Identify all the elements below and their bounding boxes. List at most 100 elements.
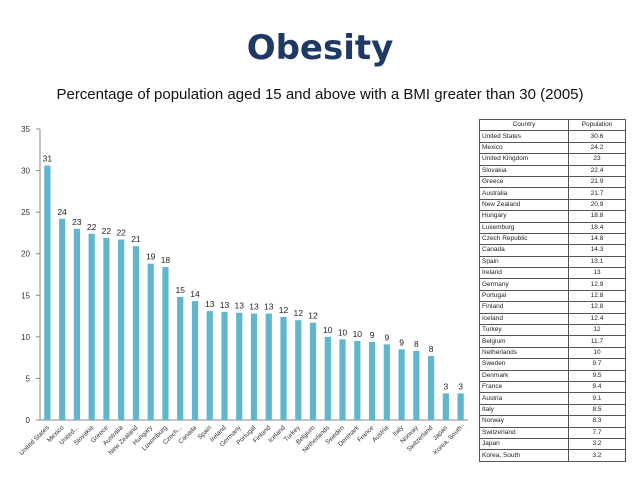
table-row: Australia 21.7 xyxy=(479,187,626,200)
table-row: Denmark 9.5 xyxy=(479,369,626,383)
y-tick-label: 10 xyxy=(21,333,30,342)
bar xyxy=(177,296,184,420)
table-row: Spain 13.1 xyxy=(479,255,626,269)
y-tick-label: 30 xyxy=(21,167,30,176)
table-header-row: Country Population xyxy=(479,118,626,132)
bar xyxy=(132,246,140,420)
table-cell-country: United States xyxy=(479,130,569,143)
bar-data-label: 18 xyxy=(161,255,171,265)
table-cell-country: Hungary xyxy=(479,210,569,223)
table-cell-country: France xyxy=(479,380,569,394)
table-cell-country: Germany xyxy=(479,278,569,291)
bar-data-label: 23 xyxy=(72,217,82,227)
bar-data-label: 9 xyxy=(399,337,404,347)
bar-data-label: 21 xyxy=(131,234,141,244)
table-row: Greece 21.9 xyxy=(479,175,626,189)
bar-data-label: 13 xyxy=(220,300,230,310)
bar xyxy=(221,311,228,420)
table-cell-country: Switzerland xyxy=(479,426,569,439)
bar xyxy=(118,239,125,420)
bar-data-label: 10 xyxy=(338,327,348,337)
table-row: Mexico 24.2 xyxy=(479,141,626,155)
bar xyxy=(250,313,258,420)
table-row: Belgium 11.7 xyxy=(479,335,626,348)
chart-subtitle: Percentage of population aged 15 and abo… xyxy=(56,86,584,103)
table-cell-country: Austria xyxy=(479,392,569,405)
bar-data-label: 22 xyxy=(102,226,112,236)
table-cell-population: 12.8 xyxy=(568,289,626,303)
table-row: Japan 3.2 xyxy=(479,437,626,451)
table-cell-country: Japan xyxy=(479,437,569,451)
table-row: Iceland 12.4 xyxy=(479,312,626,326)
bar-data-label: 8 xyxy=(429,344,434,354)
bar-data-label: 14 xyxy=(190,289,200,299)
x-category-label: Iceland xyxy=(267,424,287,444)
table-cell-country: Netherlands xyxy=(479,346,569,360)
bar-data-label: 12 xyxy=(279,305,289,315)
y-tick-label: 20 xyxy=(21,250,30,259)
bar-data-label: 13 xyxy=(205,299,215,309)
table-cell-country: Australia xyxy=(479,187,569,200)
y-tick-label: 25 xyxy=(21,208,30,217)
bar xyxy=(280,316,287,420)
table-cell-population: 7.7 xyxy=(568,426,626,439)
bar xyxy=(265,313,272,420)
table-row: Slovakia 22.4 xyxy=(479,164,626,177)
bar xyxy=(368,341,376,420)
bar-data-label: 13 xyxy=(235,301,245,311)
table-cell-country: Finland xyxy=(479,301,569,314)
table-cell-country: Greece xyxy=(479,175,569,189)
bar-data-label: 8 xyxy=(414,339,419,349)
y-tick-label: 5 xyxy=(26,374,31,383)
y-tick-label: 0 xyxy=(26,416,31,425)
table-cell-country: Luxemburg xyxy=(479,221,569,234)
table-cell-population: 20.9 xyxy=(568,198,626,212)
bar xyxy=(413,350,420,420)
bar-data-label: 24 xyxy=(57,207,67,217)
bar-data-label: 31 xyxy=(43,154,53,164)
bar-data-label: 13 xyxy=(249,302,259,312)
table-cell-country: Mexico xyxy=(479,141,569,155)
table-row: Turkey 12 xyxy=(479,324,626,337)
table-cell-country: Iceland xyxy=(479,312,569,326)
table-cell-country: New Zealand xyxy=(479,198,569,212)
table-cell-population: 12.4 xyxy=(568,312,626,326)
bar-data-label: 22 xyxy=(116,228,126,238)
table-cell-population: 9.5 xyxy=(568,369,626,383)
data-table: Country Population United States 30.6 Mexi… xyxy=(479,118,626,462)
table-cell-population: 13 xyxy=(568,267,626,280)
slide-title: Obesity xyxy=(246,28,394,68)
bar xyxy=(398,349,405,420)
table-cell-country: Sweden xyxy=(479,358,569,371)
table-cell-country: Korea, South xyxy=(479,449,569,462)
table-cell-country: Czech Republic xyxy=(479,232,569,246)
bar-data-label: 12 xyxy=(308,311,318,321)
table-row: Canada 14.3 xyxy=(479,244,626,257)
bar xyxy=(339,339,346,420)
table-row: Hungary 18.8 xyxy=(479,210,626,223)
table-cell-population: 14.3 xyxy=(568,244,626,257)
table-cell-country: Norway xyxy=(479,415,569,428)
table-cell-population: 13.1 xyxy=(568,255,626,269)
bar xyxy=(457,393,464,420)
bar-data-label: 15 xyxy=(175,285,185,295)
table-cell-population: 8.5 xyxy=(568,403,626,417)
bar xyxy=(147,263,154,420)
table-row: Finland 12.8 xyxy=(479,301,626,314)
bar-data-label: 10 xyxy=(323,325,333,335)
table-cell-population: 12.9 xyxy=(568,278,626,291)
bar xyxy=(59,218,66,420)
table-cell-population: 30.6 xyxy=(568,130,626,143)
y-tick-label: 35 xyxy=(21,125,30,134)
table-cell-country: Belgium xyxy=(479,335,569,348)
table-row: Italy 8.5 xyxy=(479,403,626,417)
bar-data-label: 22 xyxy=(87,222,97,232)
column-header-country: Country xyxy=(479,118,569,132)
bar xyxy=(103,237,110,420)
table-row: Sweden 9.7 xyxy=(479,358,626,371)
bar-data-label: 10 xyxy=(353,329,363,339)
table-cell-population: 3.2 xyxy=(568,437,626,451)
table-cell-country: United Kingdom xyxy=(479,153,569,166)
table-row: Switzerland 7.7 xyxy=(479,426,626,439)
